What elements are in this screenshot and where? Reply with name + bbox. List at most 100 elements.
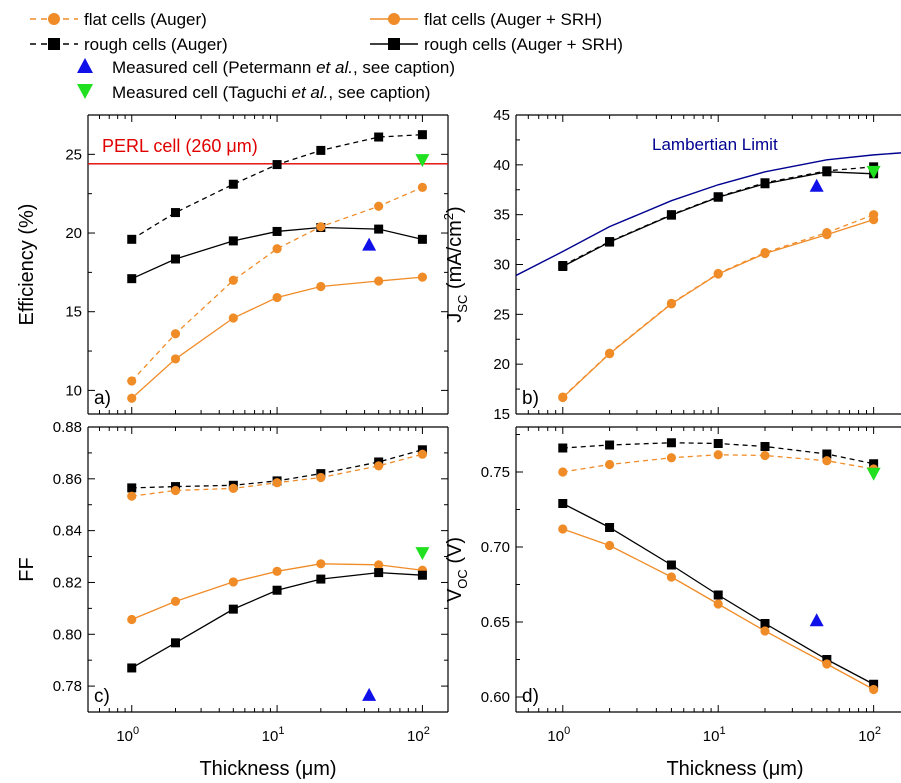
data-point [127, 491, 137, 501]
y-tick-label: 0.78 [53, 678, 82, 695]
data-point [127, 663, 137, 673]
y-tick-label: 0.80 [53, 626, 82, 643]
data-point [666, 438, 676, 448]
data-point [272, 244, 282, 254]
data-point [316, 145, 326, 155]
data-point [604, 540, 615, 551]
plot-area [558, 438, 879, 695]
y-tick-label: 25 [65, 146, 82, 163]
data-point [822, 659, 832, 669]
data-point [374, 560, 384, 570]
legend-marker [77, 84, 93, 99]
data-point [604, 349, 615, 359]
data-point [869, 684, 879, 695]
data-point [127, 614, 137, 625]
legend-label: flat cells (Auger) [84, 10, 207, 29]
data-point [170, 638, 180, 648]
series-flat-cells-auger-srh- [558, 215, 879, 403]
data-point [760, 450, 770, 461]
y-tick-label: 0.70 [481, 539, 510, 556]
y-tick-label: 0.86 [53, 471, 82, 488]
y-tick-label: 0.75 [481, 464, 510, 481]
y-tick-label: 15 [493, 406, 510, 423]
series-rough-cells-auger-srh- [558, 499, 879, 689]
series-line [562, 171, 874, 268]
data-point [713, 599, 723, 609]
data-point [666, 453, 677, 463]
legend-entry-rough-auger-srh: rough cells (Auger + SRH) [370, 35, 623, 54]
data-point [869, 679, 879, 689]
data-point [272, 226, 282, 236]
series-rough-cells-auger- [127, 130, 427, 244]
data-point [760, 248, 770, 259]
panels: 10 15 20 25 Efficiency (%) a) PERL cell (260 μ… [16, 107, 901, 745]
data-point [558, 443, 568, 453]
data-point [713, 450, 723, 460]
data-point [316, 222, 326, 232]
data-point [170, 354, 181, 364]
legend-label: rough cells (Auger + SRH) [424, 35, 623, 54]
y-tick-label: 10 [65, 382, 82, 399]
legend-entry-taguchi: Measured cell (Taguchi et al., see capti… [77, 83, 430, 102]
data-point [666, 572, 677, 582]
data-point [316, 559, 326, 569]
x-tick-label: 100 [547, 725, 570, 745]
legend-marker [48, 13, 60, 25]
measured-taguchi-point [415, 154, 430, 168]
plot-area [127, 445, 428, 673]
data-point [228, 236, 238, 246]
measured-petermann-point [809, 613, 824, 627]
data-point [228, 577, 238, 587]
measured-taguchi-point [866, 467, 881, 481]
data-point [316, 574, 326, 584]
data-point [822, 456, 832, 466]
y-tick-label: 40 [493, 157, 510, 174]
legend-entry-flat-auger-srh: flat cells (Auger + SRH) [370, 10, 602, 29]
data-point [417, 130, 427, 140]
data-point [316, 281, 326, 292]
data-point [666, 560, 676, 570]
y-tick-label: 0.60 [481, 689, 510, 706]
data-point [417, 234, 427, 244]
data-point [822, 167, 832, 177]
data-point [374, 461, 384, 471]
data-point [127, 274, 137, 284]
data-point [127, 234, 137, 244]
data-point [170, 485, 181, 496]
y-tick-label: 0.82 [53, 574, 82, 591]
legend-entry-flat-auger: flat cells (Auger) [30, 10, 207, 29]
data-point [272, 585, 282, 595]
series-flat-cells-auger- [127, 182, 428, 386]
series-flat-cells-auger-srh- [558, 524, 879, 695]
data-point [170, 596, 181, 606]
data-point [558, 524, 568, 534]
data-point [822, 449, 832, 459]
plot-area [516, 152, 901, 403]
data-point [374, 132, 384, 142]
series-flat-cells-auger- [127, 449, 428, 501]
series-line [562, 166, 874, 267]
data-point [605, 440, 615, 450]
measured-petermann-point [809, 178, 824, 192]
series-rough-cells-auger- [558, 162, 879, 270]
x-axis-label: Thickness (μm) [666, 758, 803, 780]
series-flat-cells-auger-srh- [127, 272, 428, 403]
data-point [760, 442, 770, 451]
data-point [558, 392, 568, 403]
data-point [228, 313, 238, 323]
panel-voc: 100 101 102 0.60 0.65 0.70 0.75 VOC (V) d) [444, 426, 901, 745]
panel-jsc: 15 20 25 30 35 40 45 JSC (mA/cm2) b) Lambertian L… [441, 107, 901, 423]
data-point [713, 192, 723, 202]
data-point [170, 254, 180, 264]
x-axis-label: Thickness (μm) [199, 758, 336, 780]
panel-label: a) [94, 388, 111, 409]
series-flat-cells-auger-srh- [127, 559, 428, 625]
series-rough-cells-auger- [558, 438, 879, 469]
y-tick-label: 45 [493, 107, 510, 124]
legend-label: Measured cell (Taguchi et al., see capti… [112, 83, 430, 102]
data-point [605, 237, 615, 247]
panel-label: b) [522, 388, 539, 409]
lambertian-limit-label: Lambertian Limit [652, 135, 778, 154]
data-point [228, 483, 238, 494]
y-axis-label: Efficiency (%) [16, 204, 38, 326]
